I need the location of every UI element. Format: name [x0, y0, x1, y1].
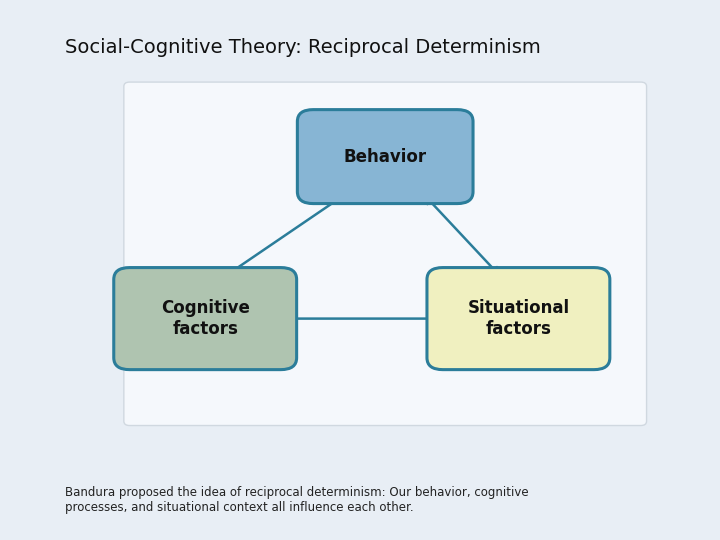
Text: Situational
factors: Situational factors: [467, 299, 570, 338]
Text: Cognitive
factors: Cognitive factors: [161, 299, 250, 338]
FancyBboxPatch shape: [297, 110, 473, 204]
Text: Social-Cognitive Theory: Reciprocal Determinism: Social-Cognitive Theory: Reciprocal Dete…: [65, 38, 541, 57]
Text: Behavior: Behavior: [343, 147, 427, 166]
FancyBboxPatch shape: [427, 268, 610, 370]
FancyBboxPatch shape: [114, 268, 297, 370]
FancyBboxPatch shape: [124, 82, 647, 426]
Text: Bandura proposed the idea of reciprocal determinism: Our behavior, cognitive
pro: Bandura proposed the idea of reciprocal …: [65, 486, 528, 514]
